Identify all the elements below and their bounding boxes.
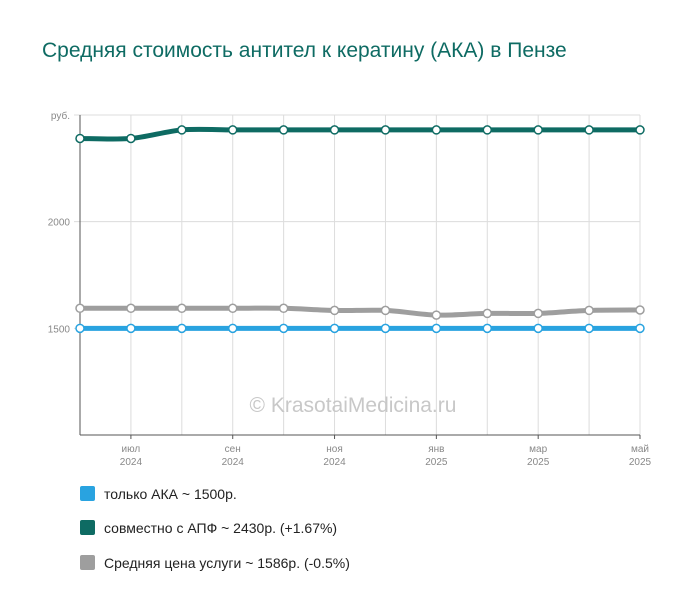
data-point bbox=[280, 126, 288, 134]
x-tick-label-year: 2024 bbox=[222, 457, 245, 468]
x-tick-label-year: 2024 bbox=[120, 457, 143, 468]
data-point bbox=[432, 324, 440, 332]
data-point bbox=[229, 304, 237, 312]
data-point bbox=[229, 126, 237, 134]
data-point bbox=[585, 126, 593, 134]
data-point bbox=[76, 324, 84, 332]
series-line bbox=[80, 129, 640, 139]
data-point bbox=[483, 309, 491, 317]
data-point bbox=[432, 126, 440, 134]
y-tick-label: 2000 bbox=[48, 218, 71, 229]
x-tick-label-year: 2025 bbox=[629, 457, 652, 468]
grid bbox=[74, 115, 640, 435]
series-line bbox=[80, 308, 640, 315]
y-tick-label: руб. bbox=[51, 110, 70, 122]
data-point bbox=[585, 306, 593, 314]
data-point bbox=[127, 134, 135, 142]
data-point bbox=[432, 311, 440, 319]
legend-label-aka: только АКА ~ 1500р. bbox=[104, 484, 237, 504]
data-point bbox=[585, 324, 593, 332]
x-tick-label-month: ноя bbox=[326, 444, 343, 455]
data-point bbox=[127, 304, 135, 312]
data-point bbox=[127, 324, 135, 332]
series bbox=[76, 126, 644, 332]
data-point bbox=[76, 134, 84, 142]
data-point bbox=[178, 304, 186, 312]
x-tick-label-month: янв bbox=[428, 444, 444, 455]
legend-label-apf: совместно с АПФ ~ 2430р. (+1.67%) bbox=[104, 518, 337, 538]
legend-label-average: Средняя цена услуги ~ 1586р. (-0.5%) bbox=[104, 553, 350, 573]
watermark: © KrasotaiMedicina.ru bbox=[250, 394, 457, 417]
x-tick-label-month: май bbox=[631, 444, 649, 455]
legend-swatch-average bbox=[80, 555, 95, 570]
data-point bbox=[76, 304, 84, 312]
legend-swatch-apf bbox=[80, 520, 95, 535]
data-point bbox=[636, 324, 644, 332]
data-point bbox=[331, 324, 339, 332]
x-tick-label-month: сен bbox=[225, 444, 241, 455]
data-point bbox=[534, 126, 542, 134]
data-point bbox=[280, 304, 288, 312]
x-tick-label-month: мар bbox=[529, 444, 547, 455]
x-tick-label-year: 2024 bbox=[323, 457, 346, 468]
x-tick-label-month: июл bbox=[122, 444, 141, 455]
data-point bbox=[178, 126, 186, 134]
legend-swatch-aka bbox=[80, 486, 95, 501]
x-tick-label-year: 2025 bbox=[425, 457, 448, 468]
data-point bbox=[331, 306, 339, 314]
data-point bbox=[229, 324, 237, 332]
data-point bbox=[381, 306, 389, 314]
x-tick-label-year: 2025 bbox=[527, 457, 550, 468]
data-point bbox=[636, 126, 644, 134]
data-point bbox=[483, 324, 491, 332]
data-point bbox=[534, 324, 542, 332]
data-point bbox=[331, 126, 339, 134]
y-tick-label: 1500 bbox=[48, 324, 71, 335]
data-point bbox=[280, 324, 288, 332]
data-point bbox=[534, 309, 542, 317]
data-point bbox=[483, 126, 491, 134]
data-point bbox=[636, 306, 644, 314]
data-point bbox=[381, 324, 389, 332]
data-point bbox=[178, 324, 186, 332]
data-point bbox=[381, 126, 389, 134]
